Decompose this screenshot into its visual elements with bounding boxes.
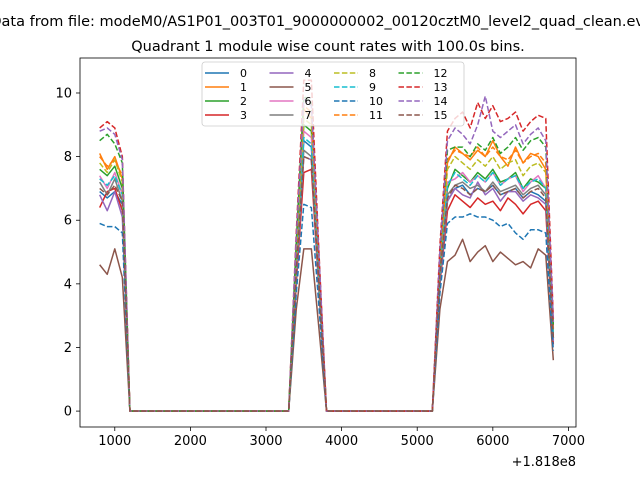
y-tick-label: 4	[64, 277, 72, 292]
y-tick-label: 8	[64, 150, 72, 165]
plot-frame	[79, 57, 577, 428]
legend-label-10: 10	[369, 95, 383, 108]
legend-label-6: 6	[305, 95, 312, 108]
series-line-15	[99, 155, 555, 412]
x-axis-ticks: 1000 2000 3000 4000 5000 6000 7000	[98, 427, 585, 449]
legend-label-14: 14	[434, 95, 448, 108]
figure-suptitle: Data from file: modeM0/AS1P01_003T01_900…	[0, 14, 640, 30]
x-tick-label: 4000	[325, 434, 358, 449]
legend-label-15: 15	[434, 109, 448, 122]
legend-label-9: 9	[369, 81, 376, 94]
y-tick-label: 10	[55, 86, 72, 101]
x-axis-offset-label: +1.818e8	[512, 455, 576, 470]
legend-label-12: 12	[434, 67, 448, 80]
chart-title: Quadrant 1 module wise count rates with …	[131, 39, 525, 55]
y-axis-ticks: 0 2 4 6 8 10	[55, 86, 80, 420]
y-tick-label: 2	[64, 341, 72, 356]
legend-frame	[201, 61, 465, 127]
legend-label-2: 2	[240, 95, 247, 108]
legend-label-1: 1	[240, 81, 247, 94]
legend-label-4: 4	[305, 67, 312, 80]
x-tick-label: 7000	[552, 434, 585, 449]
legend-label-11: 11	[369, 109, 383, 122]
x-tick-label: 3000	[249, 434, 282, 449]
x-tick-label: 2000	[174, 434, 207, 449]
x-tick-label: 6000	[476, 434, 509, 449]
y-tick-label: 6	[64, 214, 72, 229]
legend-label-3: 3	[240, 109, 247, 122]
legend-label-13: 13	[434, 81, 448, 94]
x-tick-label: 5000	[401, 434, 434, 449]
legend-label-7: 7	[305, 109, 312, 122]
legend-label-0: 0	[240, 67, 247, 80]
x-tick-label: 1000	[98, 434, 131, 449]
legend-label-8: 8	[369, 67, 376, 80]
series-lines-group	[98, 79, 555, 412]
legend-label-5: 5	[305, 81, 312, 94]
y-tick-label: 0	[64, 405, 72, 420]
